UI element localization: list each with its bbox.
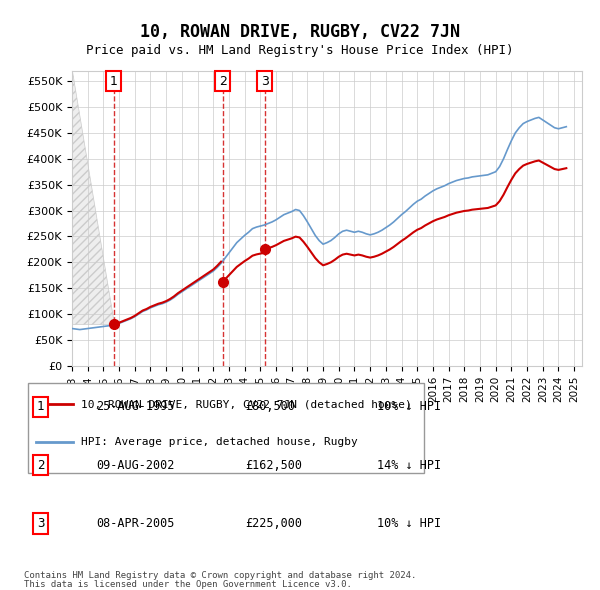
Text: 25-AUG-1995: 25-AUG-1995	[96, 400, 174, 414]
Text: £225,000: £225,000	[245, 517, 302, 530]
Text: £162,500: £162,500	[245, 458, 302, 472]
Text: Contains HM Land Registry data © Crown copyright and database right 2024.: Contains HM Land Registry data © Crown c…	[24, 571, 416, 580]
FancyBboxPatch shape	[28, 384, 424, 473]
Text: 09-AUG-2002: 09-AUG-2002	[96, 458, 174, 472]
Text: Price paid vs. HM Land Registry's House Price Index (HPI): Price paid vs. HM Land Registry's House …	[86, 44, 514, 57]
Text: 10, ROWAN DRIVE, RUGBY, CV22 7JN: 10, ROWAN DRIVE, RUGBY, CV22 7JN	[140, 24, 460, 41]
Text: 14% ↓ HPI: 14% ↓ HPI	[377, 458, 442, 472]
Text: 2: 2	[37, 458, 44, 472]
Polygon shape	[72, 71, 113, 324]
Text: 10, ROWAN DRIVE, RUGBY, CV22 7JN (detached house): 10, ROWAN DRIVE, RUGBY, CV22 7JN (detach…	[81, 399, 412, 409]
Text: 10% ↓ HPI: 10% ↓ HPI	[377, 517, 442, 530]
Text: 10% ↓ HPI: 10% ↓ HPI	[377, 400, 442, 414]
Text: 1: 1	[37, 400, 44, 414]
Text: 3: 3	[260, 75, 268, 88]
Text: £80,500: £80,500	[245, 400, 295, 414]
Text: This data is licensed under the Open Government Licence v3.0.: This data is licensed under the Open Gov…	[24, 579, 352, 589]
Text: 3: 3	[37, 517, 44, 530]
Text: HPI: Average price, detached house, Rugby: HPI: Average price, detached house, Rugb…	[81, 437, 358, 447]
Text: 08-APR-2005: 08-APR-2005	[96, 517, 174, 530]
Text: 2: 2	[219, 75, 227, 88]
Text: 1: 1	[110, 75, 118, 88]
